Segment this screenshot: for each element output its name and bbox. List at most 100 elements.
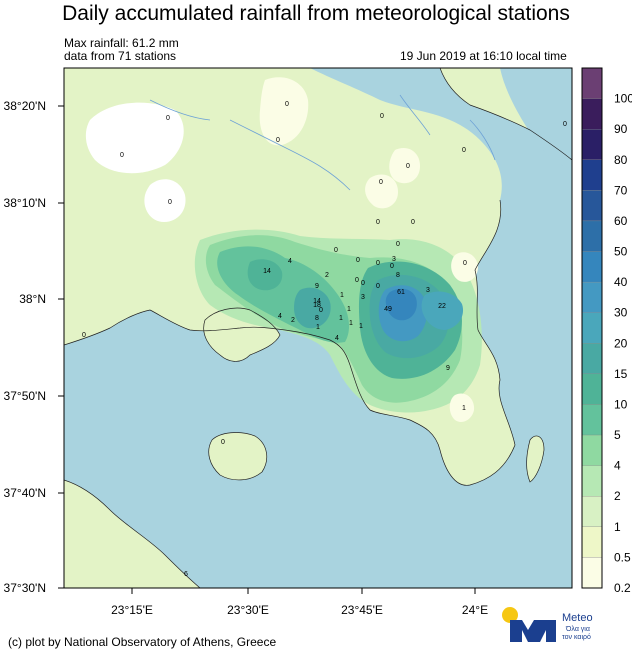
- lon-tick-labels: 23°15'E 23°30'E 23°45'E 24°E: [111, 603, 488, 617]
- station-value-label: 14: [263, 268, 271, 275]
- station-value-label: 0: [221, 439, 225, 446]
- rivers: [149, 94, 496, 191]
- colorbar-swatch: [581, 281, 603, 313]
- colorbar-swatch: [581, 251, 603, 283]
- colorbar-level-label: 100: [614, 92, 632, 106]
- timestamp: 19 Jun 2019 at 16:10 local time: [400, 49, 567, 63]
- lat-tick-label: 37°40'N: [4, 486, 46, 500]
- station-value-label: 2: [291, 317, 295, 324]
- station-value-label: 3: [361, 294, 365, 301]
- colorbar-level-label: 20: [614, 336, 628, 350]
- logo-name: Meteo: [562, 612, 593, 624]
- colorbar-swatch: [581, 159, 603, 191]
- station-value-label: 6: [184, 571, 188, 578]
- station-value-label: 0: [396, 241, 400, 248]
- station-value-label: 18: [313, 302, 321, 309]
- dry-zone-nw: [85, 102, 184, 174]
- rain-zone-40: [385, 288, 417, 321]
- colorbar-level-label: 30: [614, 306, 628, 320]
- max-rainfall-note: Max rainfall: 61.2 mm: [64, 36, 179, 50]
- station-value-label: 0: [379, 179, 383, 186]
- station-value-label: 0: [334, 247, 338, 254]
- credit: (c) plot by National Observatory of Athe…: [8, 635, 277, 649]
- station-value-label: 0: [380, 113, 384, 120]
- station-value-label: 3: [392, 256, 396, 263]
- coastlines: [64, 68, 572, 588]
- colorbar-swatch: [581, 220, 603, 252]
- lat-tick-label: 38°10'N: [4, 196, 46, 210]
- lat-tick-label: 38°N: [19, 292, 46, 306]
- lon-tick-label: 23°45'E: [341, 603, 383, 617]
- colorbar-level-label: 50: [614, 245, 628, 259]
- land-peloponnese: [64, 480, 200, 588]
- station-value-label: 0: [168, 199, 172, 206]
- colorbar-swatch: [581, 98, 603, 130]
- colorbar-level-label: 10: [614, 397, 628, 411]
- colorbar-swatch: [581, 67, 603, 99]
- station-value-label: 22: [438, 303, 446, 310]
- station-value-label: 0: [376, 260, 380, 267]
- colorbar-level-label: 1: [614, 520, 621, 534]
- meteo-logo: [502, 607, 556, 642]
- colorbar-swatch: [581, 434, 603, 466]
- plot-frame: [63, 67, 573, 589]
- lon-tick-label: 23°30'E: [227, 603, 269, 617]
- lon-tick-label: 23°15'E: [111, 603, 153, 617]
- station-value-label: 4: [288, 258, 292, 265]
- station-value-label: 0: [361, 280, 365, 287]
- colorbar-swatch: [581, 343, 603, 375]
- colorbar-swatch: [581, 404, 603, 436]
- station-value-label: 49: [384, 306, 392, 313]
- colorbar-level-label: 0.2: [614, 581, 631, 595]
- station-value-label: 9: [446, 365, 450, 372]
- station-value-label: 0: [319, 307, 323, 314]
- meteo-m-logo-icon: [510, 620, 556, 642]
- dry-zone-east: [451, 252, 478, 282]
- station-value-label: 0: [285, 101, 289, 108]
- map-title: Daily accumulated rainfall from meteorol…: [62, 2, 570, 25]
- station-value-label: 0: [376, 283, 380, 290]
- colorbar-level-label: 60: [614, 214, 628, 228]
- station-value-label: 0: [82, 332, 86, 339]
- dry-zone-north: [259, 77, 309, 146]
- colorbar-swatch: [581, 373, 603, 405]
- station-value-label: 1: [347, 306, 351, 313]
- colorbar-level-label: 80: [614, 153, 628, 167]
- station-value-label: 14: [313, 298, 321, 305]
- station-value-label: 1: [340, 292, 344, 299]
- lon-tick-label: 24°E: [462, 603, 488, 617]
- station-value-label: 0: [390, 263, 394, 270]
- stations-note: data from 71 stations: [64, 49, 177, 63]
- station-value-label: 1: [339, 315, 343, 322]
- station-value-label: 1: [462, 405, 466, 412]
- station-value-label: 0: [356, 257, 360, 264]
- station-value-label: 3: [426, 287, 430, 294]
- station-value-label: 0: [462, 147, 466, 154]
- station-value-label: 4: [278, 313, 282, 320]
- colorbar-swatch: [581, 190, 603, 222]
- station-value-label: 0: [463, 260, 467, 267]
- colorbar-level-label: 0.5: [614, 550, 631, 564]
- sun-icon: [502, 607, 518, 623]
- colorbar-level-label: 5: [614, 428, 621, 442]
- land-aegina: [208, 432, 267, 480]
- station-value-label: 0: [120, 152, 124, 159]
- station-value-label: 1: [316, 324, 320, 331]
- station-value-label: 8: [396, 272, 400, 279]
- logo-tagline-1: Όλα για: [566, 626, 590, 633]
- colorbar-level-label: 4: [614, 459, 621, 473]
- station-value-label: 0: [376, 219, 380, 226]
- dry-zone-mid: [365, 174, 398, 209]
- dry-zone-ne: [389, 147, 420, 184]
- station-value-label: 0: [166, 115, 170, 122]
- colorbar-swatch: [581, 496, 603, 527]
- colorbar-level-label: 2: [614, 489, 621, 503]
- lat-tick-marks: [58, 105, 64, 589]
- colorbar-swatch: [581, 465, 603, 497]
- rain-zone-west-14: [247, 259, 283, 291]
- lat-tick-label: 38°20'N: [4, 99, 46, 113]
- station-value-label: 2: [325, 272, 329, 279]
- colorbar-level-label: 40: [614, 275, 628, 289]
